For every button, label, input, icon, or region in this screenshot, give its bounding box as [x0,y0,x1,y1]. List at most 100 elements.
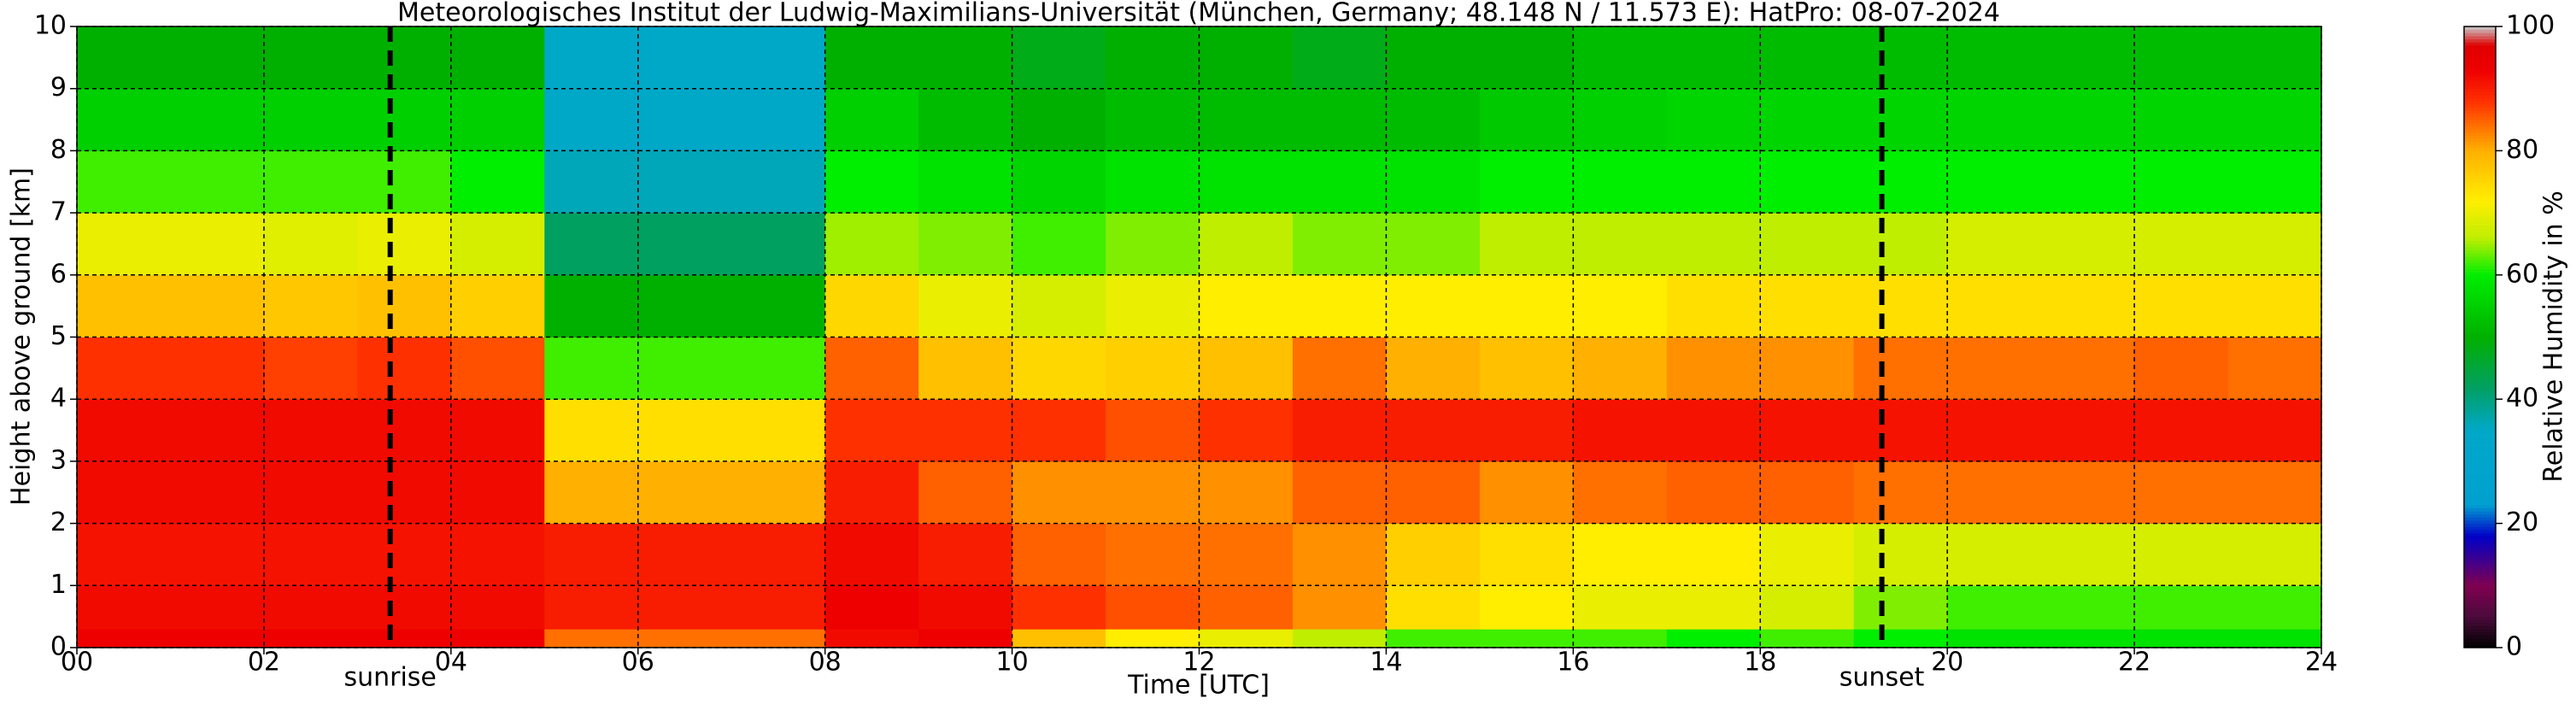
colorbar-segment [2464,82,2496,86]
heatmap-cell [170,629,265,648]
colorbar-label: Relative Humidity in % [2539,191,2569,482]
heatmap-cell [731,629,826,648]
heatmap-cell [2134,337,2229,400]
colorbar-segment [2464,464,2496,468]
colorbar-segment [2464,306,2496,310]
colorbar-segment [2464,384,2496,388]
heatmap-cell [2134,88,2229,151]
colorbar-segment [2464,234,2496,238]
heatmap-cell [1292,88,1387,151]
colorbar-segment [2464,206,2496,210]
heatmap-cell [357,461,452,525]
heatmap-cell [1666,88,1761,151]
heatmap-cell [357,26,452,90]
heatmap-cell [77,88,171,151]
colorbar-segment [2464,588,2496,593]
heatmap-cell [1292,337,1387,400]
colorbar-segment [2464,601,2496,605]
heatmap-cell [1012,337,1106,400]
heatmap-cell [1479,213,1574,276]
heatmap-cell [824,523,919,586]
heatmap-cell [1947,337,2042,400]
heatmap-cell [1292,461,1387,525]
colorbar-segment [2464,365,2496,369]
heatmap-cell [1573,523,1668,586]
heatmap-cell [263,523,358,586]
colorbar-segment [2464,296,2496,301]
colorbar-segment [2464,69,2496,74]
colorbar-tick-label: 40 [2506,384,2538,414]
colorbar-segment [2464,380,2496,384]
colorbar-segment [2464,414,2496,419]
heatmap-cell [544,213,639,276]
heatmap-cell [1479,88,1574,151]
heatmap-cell [731,337,826,400]
heatmap-cell [1947,629,2042,648]
heatmap-cell [918,585,1013,630]
heatmap-cell [2227,150,2322,214]
heatmap-cell [1760,337,1855,400]
colorbar-segment [2464,191,2496,195]
colorbar-segment [2464,166,2496,170]
colorbar-segment [2464,426,2496,431]
heatmap-cell [1479,337,1574,400]
heatmap-cell [1012,213,1106,276]
x-tick-label: 22 [2118,648,2151,678]
heatmap-cell [918,461,1013,525]
x-tick-label: 18 [1744,648,1776,678]
heatmap-cell [637,337,732,400]
colorbar-segment [2464,352,2496,356]
colorbar-segment [2464,616,2496,620]
colorbar-segment [2464,162,2496,167]
colorbar-segment [2464,346,2496,350]
colorbar-segment [2464,445,2496,449]
colorbar-segment [2464,331,2496,335]
heatmap-cell [1760,585,1855,630]
heatmap-cell [1573,150,1668,214]
heatmap-cell [2134,523,2229,586]
heatmap-cell [1106,26,1200,90]
colorbar-segment [2464,579,2496,584]
colorbar-segment [2464,504,2496,508]
heatmap-cell [357,88,452,151]
heatmap-cell [2040,213,2135,276]
colorbar-segment [2464,610,2496,614]
heatmap-cell [450,337,545,400]
heatmap-cell [1012,399,1106,462]
heatmap-cell [637,88,732,151]
colorbar-segment [2464,386,2496,390]
heatmap-cell [1666,461,1761,525]
heatmap-cell [1853,88,1948,151]
colorbar-segment [2464,200,2496,204]
heatmap-cell [544,461,639,525]
colorbar-segment [2464,470,2496,474]
heatmap-cell [1012,585,1106,630]
heatmap-cell [1292,585,1387,630]
x-tick-label: 08 [809,648,842,678]
heatmap-cell [1947,88,2042,151]
heatmap-cell [918,274,1013,337]
colorbar-segment [2464,327,2496,331]
heatmap-cell [1199,523,1294,586]
heatmap-cell [731,213,826,276]
colorbar-segment [2464,35,2496,40]
heatmap-cell [1012,629,1106,648]
colorbar-segment [2464,355,2496,360]
colorbar-segment [2464,551,2496,555]
heatmap-cell [1386,585,1481,630]
heatmap-cell [2227,399,2322,462]
colorbar-segment [2464,181,2496,185]
colorbar-segment [2464,433,2496,437]
heatmap-cell [1947,274,2042,337]
heatmap-cell [1853,585,1948,630]
x-tick-label: 12 [1182,648,1215,678]
heatmap-cell [918,399,1013,462]
heatmap-cell [1479,150,1574,214]
heatmap-cell [77,585,171,630]
colorbar-segment [2464,374,2496,378]
heatmap-cell [824,213,919,276]
colorbar-segment [2464,545,2496,549]
heatmap-cell [357,629,452,648]
colorbar-segment [2464,439,2496,443]
colorbar-segment [2464,337,2496,341]
